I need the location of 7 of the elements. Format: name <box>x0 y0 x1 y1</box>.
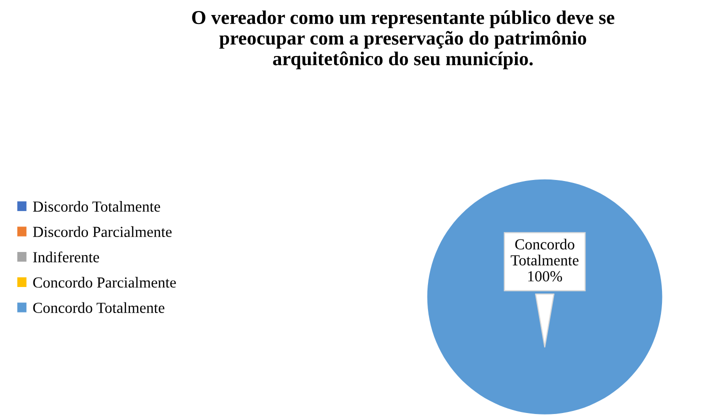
legend-label: Concordo Totalmente <box>33 302 164 313</box>
data-label: Concordo Totalmente 100% <box>510 238 578 282</box>
legend-label: Indiferente <box>33 251 100 262</box>
legend-label: Concordo Parcialmente <box>33 276 176 288</box>
chart-title: O vereador como um representante público deve se preocupar com a preservação do patrimônio arquitetônico do seu município. <box>192 10 614 70</box>
legend-label: Discordo Totalmente <box>33 200 160 212</box>
legend-label: Discordo Parcialmente <box>33 226 172 238</box>
